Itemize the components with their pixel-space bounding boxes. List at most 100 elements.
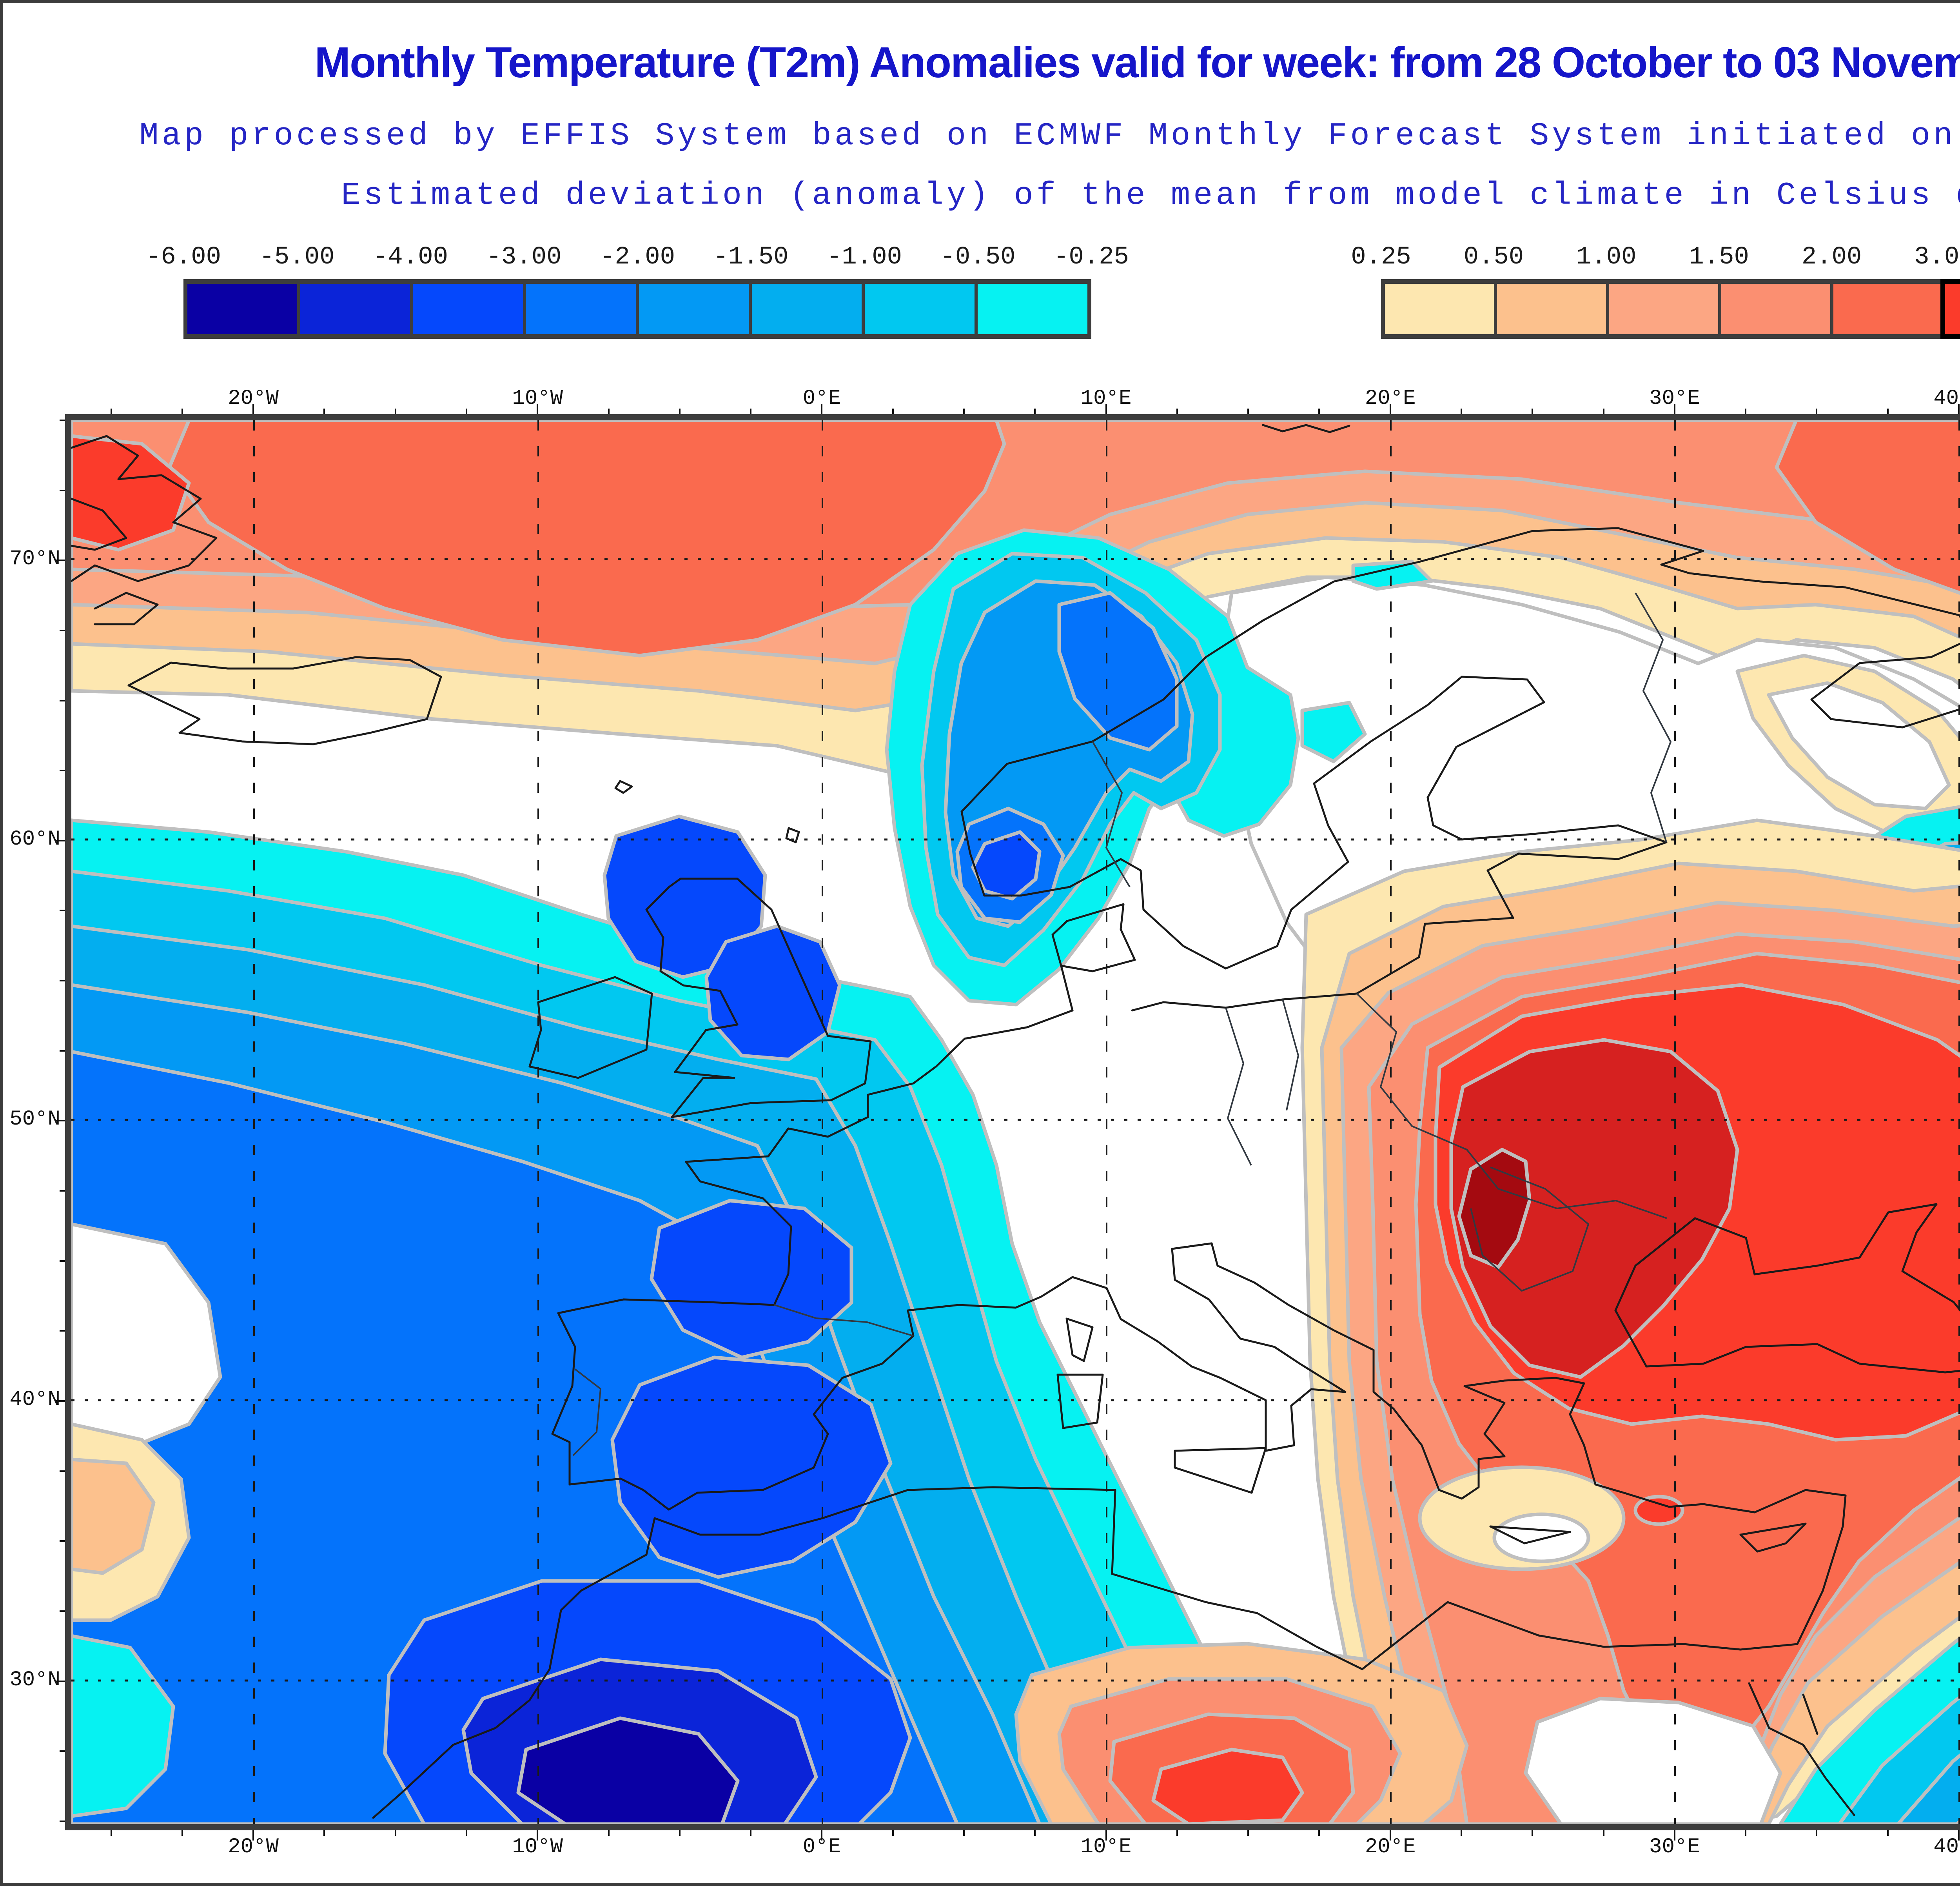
axis-tick: [60, 1820, 65, 1822]
lat-label-left: 60°N: [9, 827, 60, 851]
axis-tick: [323, 409, 325, 414]
page-title: Monthly Temperature (T2m) Anomalies vali…: [314, 38, 1960, 87]
axis-tick: [1176, 409, 1178, 414]
lat-label-left: 50°N: [9, 1107, 60, 1132]
axis-tick: [60, 1540, 65, 1542]
axis-tick: [608, 409, 610, 414]
colorbar-tick-label: -6.00: [145, 243, 221, 271]
axis-tick: [323, 1830, 325, 1836]
colorbar-cell: [1721, 284, 1830, 334]
axis-tick: [1318, 409, 1320, 414]
axis-tick: [1105, 404, 1107, 414]
subtitle-processing: Map processed by EFFIS System based on E…: [139, 118, 1960, 154]
axis-tick: [679, 1830, 681, 1836]
colorbar-cell: [752, 284, 862, 334]
colorbar-positive: 0.250.501.001.502.003.004.005.006.00: [1351, 243, 1960, 339]
lon-label-bottom: 40°E: [1933, 1835, 1960, 1859]
colorbar-cell: [865, 284, 975, 334]
axis-tick: [60, 1610, 65, 1612]
axis-tick: [1958, 404, 1960, 414]
axis-tick: [60, 1470, 65, 1472]
axis-tick: [1034, 409, 1036, 414]
axis-tick: [1673, 1830, 1675, 1841]
axis-tick: [537, 404, 539, 414]
axis-tick: [1389, 1830, 1391, 1841]
axis-tick: [55, 560, 65, 561]
axis-tick: [394, 1830, 396, 1836]
axis-tick: [1105, 1830, 1107, 1841]
axis-tick: [1958, 1830, 1960, 1841]
axis-tick: [1602, 409, 1604, 414]
colorbar-cell: [187, 284, 297, 334]
axis-tick: [60, 910, 65, 912]
colorbar-tick-label: 2.00: [1801, 243, 1862, 271]
axis-tick: [60, 770, 65, 772]
axis-tick: [1461, 1830, 1462, 1836]
axis-tick: [60, 489, 65, 491]
axis-tick: [537, 1830, 539, 1841]
axis-tick: [252, 404, 254, 414]
colorbar-tick-label: -0.25: [1053, 243, 1129, 271]
coastlines: [71, 424, 1960, 1819]
axis-tick: [60, 1330, 65, 1332]
axis-tick: [60, 700, 65, 701]
axis-tick: [1816, 409, 1818, 414]
colorbar-cell: [639, 284, 749, 334]
lat-label-left: 40°N: [9, 1387, 60, 1412]
colorbar-tick-label: 1.50: [1689, 243, 1749, 271]
colorbar-cell: [1609, 284, 1718, 334]
axis-tick: [394, 409, 396, 414]
axis-tick: [1816, 1830, 1818, 1836]
axis-tick: [181, 1830, 183, 1836]
axis-tick: [1176, 1830, 1178, 1836]
axis-tick: [892, 409, 894, 414]
subtitle-units: Estimated deviation (anomaly) of the mea…: [341, 177, 1960, 214]
colorbar-cell: [1833, 284, 1942, 334]
colorbar-positive-track: [1381, 279, 1960, 339]
lat-label-left: 30°N: [9, 1668, 60, 1692]
axis-tick: [55, 1120, 65, 1122]
axis-tick: [1389, 404, 1391, 414]
axis-tick: [110, 409, 112, 414]
axis-tick: [465, 1830, 467, 1836]
axis-tick: [608, 1830, 610, 1836]
axis-tick: [1318, 1830, 1320, 1836]
axis-tick: [60, 1260, 65, 1262]
colorbar-cell: [526, 284, 636, 334]
axis-tick: [750, 409, 752, 414]
axis-tick: [821, 404, 823, 414]
colorbar-negative-track: [183, 279, 1091, 339]
axis-tick: [60, 1750, 65, 1752]
axis-tick: [60, 1050, 65, 1052]
colorbar-tick-label: 1.00: [1576, 243, 1637, 271]
axis-tick: [1034, 1830, 1036, 1836]
colorbar-cell: [1497, 284, 1606, 334]
axis-tick: [465, 409, 467, 414]
graticule: [71, 420, 1960, 1824]
axis-tick: [60, 420, 65, 421]
warm-anomaly-north-africa: [1014, 1642, 1782, 1824]
axis-tick: [60, 1190, 65, 1192]
axis-tick: [821, 1830, 823, 1841]
axis-tick: [55, 1680, 65, 1682]
axis-tick: [1532, 1830, 1534, 1836]
axis-tick: [60, 980, 65, 982]
lon-label-top: 40°E: [1933, 387, 1960, 411]
colorbar-cell: [1945, 284, 1960, 334]
axis-tick: [1247, 409, 1249, 414]
colorbar-tick-label: -1.00: [826, 243, 902, 271]
colorbar-tick-label: -3.00: [486, 243, 562, 271]
axis-tick: [892, 1830, 894, 1836]
warm-anomaly-eastern-europe: [1300, 818, 1960, 1824]
colorbar-cell: [978, 284, 1087, 334]
colorbar-tick-label: -2.00: [599, 243, 675, 271]
axis-tick: [963, 409, 965, 414]
colorbar-tick-label: 3.00: [1914, 243, 1960, 271]
colorbar-cell: [300, 284, 410, 334]
axis-tick: [55, 839, 65, 841]
axis-tick: [60, 629, 65, 631]
axis-tick: [1602, 1830, 1604, 1836]
colorbar-cell: [413, 284, 523, 334]
colorbar-positive-tick-labels: 0.250.501.001.502.003.004.005.006.00: [1351, 243, 1960, 271]
